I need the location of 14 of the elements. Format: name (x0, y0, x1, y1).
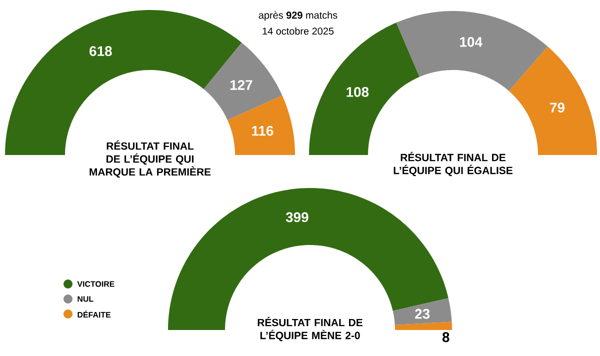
data-label: 23 (415, 308, 430, 319)
data-label: 108 (346, 87, 369, 97)
text: 14 octobre 2025 (262, 27, 334, 35)
data-label: 618 (90, 46, 112, 56)
text: RÉSULTAT FINAL DE L’ÉQUIPE MÈNE 2-0 (258, 316, 362, 342)
data-label: 399 (286, 212, 308, 222)
data-label: 79 (550, 102, 565, 113)
text: après 929 matchs (258, 11, 338, 21)
data-label: 127 (230, 80, 252, 90)
data-label: 116 (252, 126, 274, 136)
text: RÉSULTAT FINAL DE L’ÉQUIPE QUI ÉGALISE (394, 152, 512, 176)
data-label: 104 (460, 36, 482, 47)
data-label: 8 (442, 332, 450, 342)
text: RÉSULTAT FINAL DE L’ÉQUIPE QUI MARQUE LA PREMIÈRE (90, 140, 211, 178)
